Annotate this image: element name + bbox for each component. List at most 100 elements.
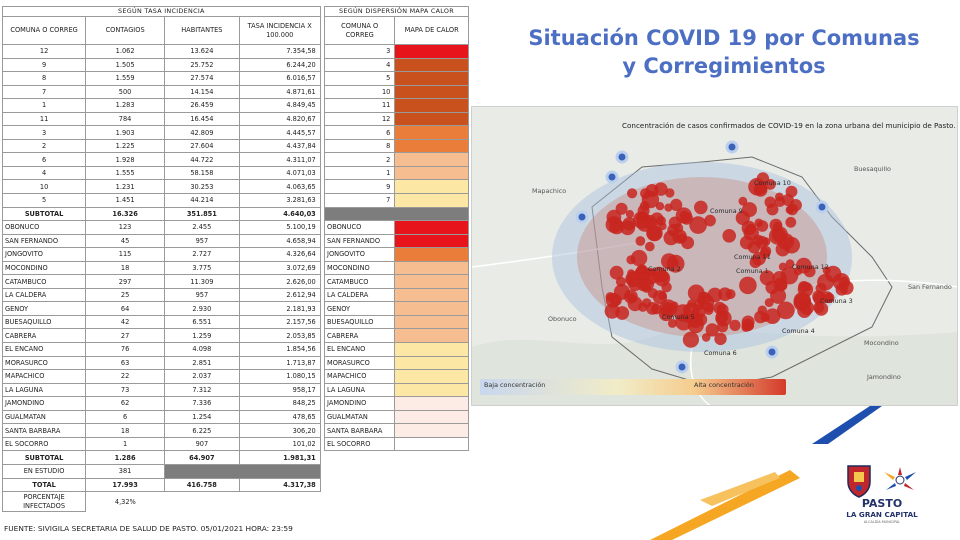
cell-heat-color [394, 314, 469, 330]
cell-heat-color [394, 382, 469, 398]
cell-contagios: 6 [85, 409, 166, 425]
case-dot [722, 229, 736, 243]
cell-tasa: 4.311,07 [238, 152, 321, 167]
cell-contagios: 500 [85, 84, 166, 100]
gap-cell [319, 207, 326, 221]
total-habitantes: 416.758 [164, 477, 240, 493]
cell-comuna: 12 [1, 44, 87, 59]
gap-cell [319, 152, 326, 167]
porcentaje-value: 4,32% [114, 497, 136, 506]
case-dot [681, 312, 692, 323]
en-estudio-fill [164, 463, 321, 479]
cell-habitantes: 907 [164, 436, 240, 452]
cell-corregimiento-heatmap: CABRERA [323, 328, 396, 344]
case-dot [764, 308, 781, 324]
case-dot [672, 229, 687, 244]
case-dot [754, 181, 768, 195]
table-row: JONGOVITO 115 2.727 4.326,64 JONGOVITO [1, 247, 469, 262]
case-dot [774, 196, 786, 207]
cell-corregimiento-heatmap: SANTA BARBARA [323, 423, 396, 438]
table-row: 4 1.555 58.158 4.071,03 1 [1, 165, 469, 181]
case-dot [639, 201, 650, 211]
cell-tasa: 5.100,19 [238, 220, 321, 235]
total-label: TOTAL [1, 477, 87, 493]
cell-habitantes: 2.851 [164, 355, 240, 371]
blank-cell [165, 492, 469, 512]
group-incidence-header: SEGÚN TASA INCIDENCIA [2, 6, 321, 17]
blue-stripe-decoration [812, 402, 882, 444]
cell-tasa: 4.658,94 [238, 233, 321, 249]
gap-cell [319, 125, 326, 140]
cell-habitantes: 6.225 [164, 423, 240, 438]
case-dot [701, 333, 711, 342]
table-row: MAPACHICO 22 2.037 1.080,15 MAPACHICO [1, 369, 469, 384]
gap-cell [319, 423, 326, 438]
map-comuna-label: Comuna 10 [754, 179, 791, 187]
cell-corregimiento-heatmap: LA CALDERA [323, 287, 396, 303]
road [472, 236, 673, 268]
map-place-label: Jamondino [867, 373, 901, 381]
en-estudio-contagios: 381 [85, 463, 166, 479]
source-footnote: FUENTE: SIVIGILA SECRETARIA DE SALUD DE … [4, 524, 293, 533]
cell-tasa: 2.157,56 [238, 314, 321, 330]
case-dot [813, 292, 827, 306]
cell-rank: 1 [323, 165, 396, 181]
case-dot [632, 211, 651, 229]
map-place-label: Buesaquillo [854, 165, 891, 173]
table-row: 8 1.559 27.574 6.016,57 5 [1, 71, 469, 86]
map-place-label: Mocondino [864, 339, 899, 347]
cell-corregimiento-heatmap: LA LAGUNA [323, 382, 396, 398]
case-dot [741, 322, 751, 332]
sparse-case-dot [605, 170, 619, 184]
case-dot [803, 265, 816, 278]
cell-comuna: 10 [1, 179, 87, 194]
cell-corregimiento: JAMONDINO [1, 396, 87, 411]
cell-habitantes: 2.455 [164, 220, 240, 235]
sparse-case-dot [765, 345, 779, 359]
cell-heat-color [394, 193, 469, 208]
case-dot [766, 203, 779, 216]
cell-habitantes: 27.604 [164, 138, 240, 154]
table-row: LA CALDERA 25 957 2.612,94 LA CALDERA [1, 287, 469, 303]
cell-corregimiento-heatmap: EL SOCORRO [323, 436, 396, 452]
cell-tasa: 6.244,20 [238, 57, 321, 73]
cell-corregimiento: OBONUCO [1, 220, 87, 235]
header-habitantes: HABITANTES [164, 16, 240, 45]
case-concentration-dots [575, 140, 854, 374]
cell-habitantes: 16.454 [164, 111, 240, 127]
cell-contagios: 18 [85, 260, 166, 276]
cell-heat-color [394, 396, 469, 411]
map-place-label: Obonuco [548, 315, 577, 323]
table-body: SEGÚN TASA INCIDENCIA SEGÚN DISPERSIÓN M… [1, 6, 469, 513]
cell-heat-color [394, 274, 469, 289]
gap-cell [319, 112, 326, 126]
header-comuna: COMUNA O CORREG [1, 16, 87, 45]
sparse-case-dot [575, 210, 589, 224]
map-comuna-label: Comuna 12 [792, 263, 829, 271]
cell-heat-color [394, 436, 469, 452]
case-dot [641, 283, 652, 293]
case-dot [757, 305, 767, 315]
cell-habitantes: 957 [164, 287, 240, 303]
map-comuna-label: Comuna 6 [704, 349, 737, 357]
case-dot [705, 323, 719, 337]
cell-rank: 8 [323, 138, 396, 154]
cell-contagios: 63 [85, 355, 166, 371]
porcentaje-row: PORCENTAJE INFECTADOS 4,32% [1, 491, 469, 513]
cell-rank: 11 [323, 98, 396, 113]
total-row: TOTAL 17.993 416.758 4.317,38 [1, 477, 469, 493]
cell-tasa: 2.612,94 [238, 287, 321, 303]
en-estudio-row: EN ESTUDIO 381 [1, 463, 469, 479]
cell-corregimiento-heatmap: OBONUCO [323, 220, 396, 235]
gap-cell [319, 383, 326, 397]
case-dot [627, 269, 636, 278]
blank-cell [320, 478, 468, 492]
cell-heat-color [394, 287, 469, 303]
logo-tagline: LA GRAN CAPITAL [846, 510, 918, 519]
map-legend: Baja concentración Alta concentración [480, 379, 786, 395]
table-row: SAN FERNANDO 45 957 4.658,94 SAN FERNANDO [1, 233, 469, 249]
cell-corregimiento: SANTA BARBARA [1, 423, 87, 438]
cell-contagios: 18 [85, 423, 166, 438]
cell-contagios: 115 [85, 247, 166, 262]
cell-tasa: 4.326,64 [238, 247, 321, 262]
